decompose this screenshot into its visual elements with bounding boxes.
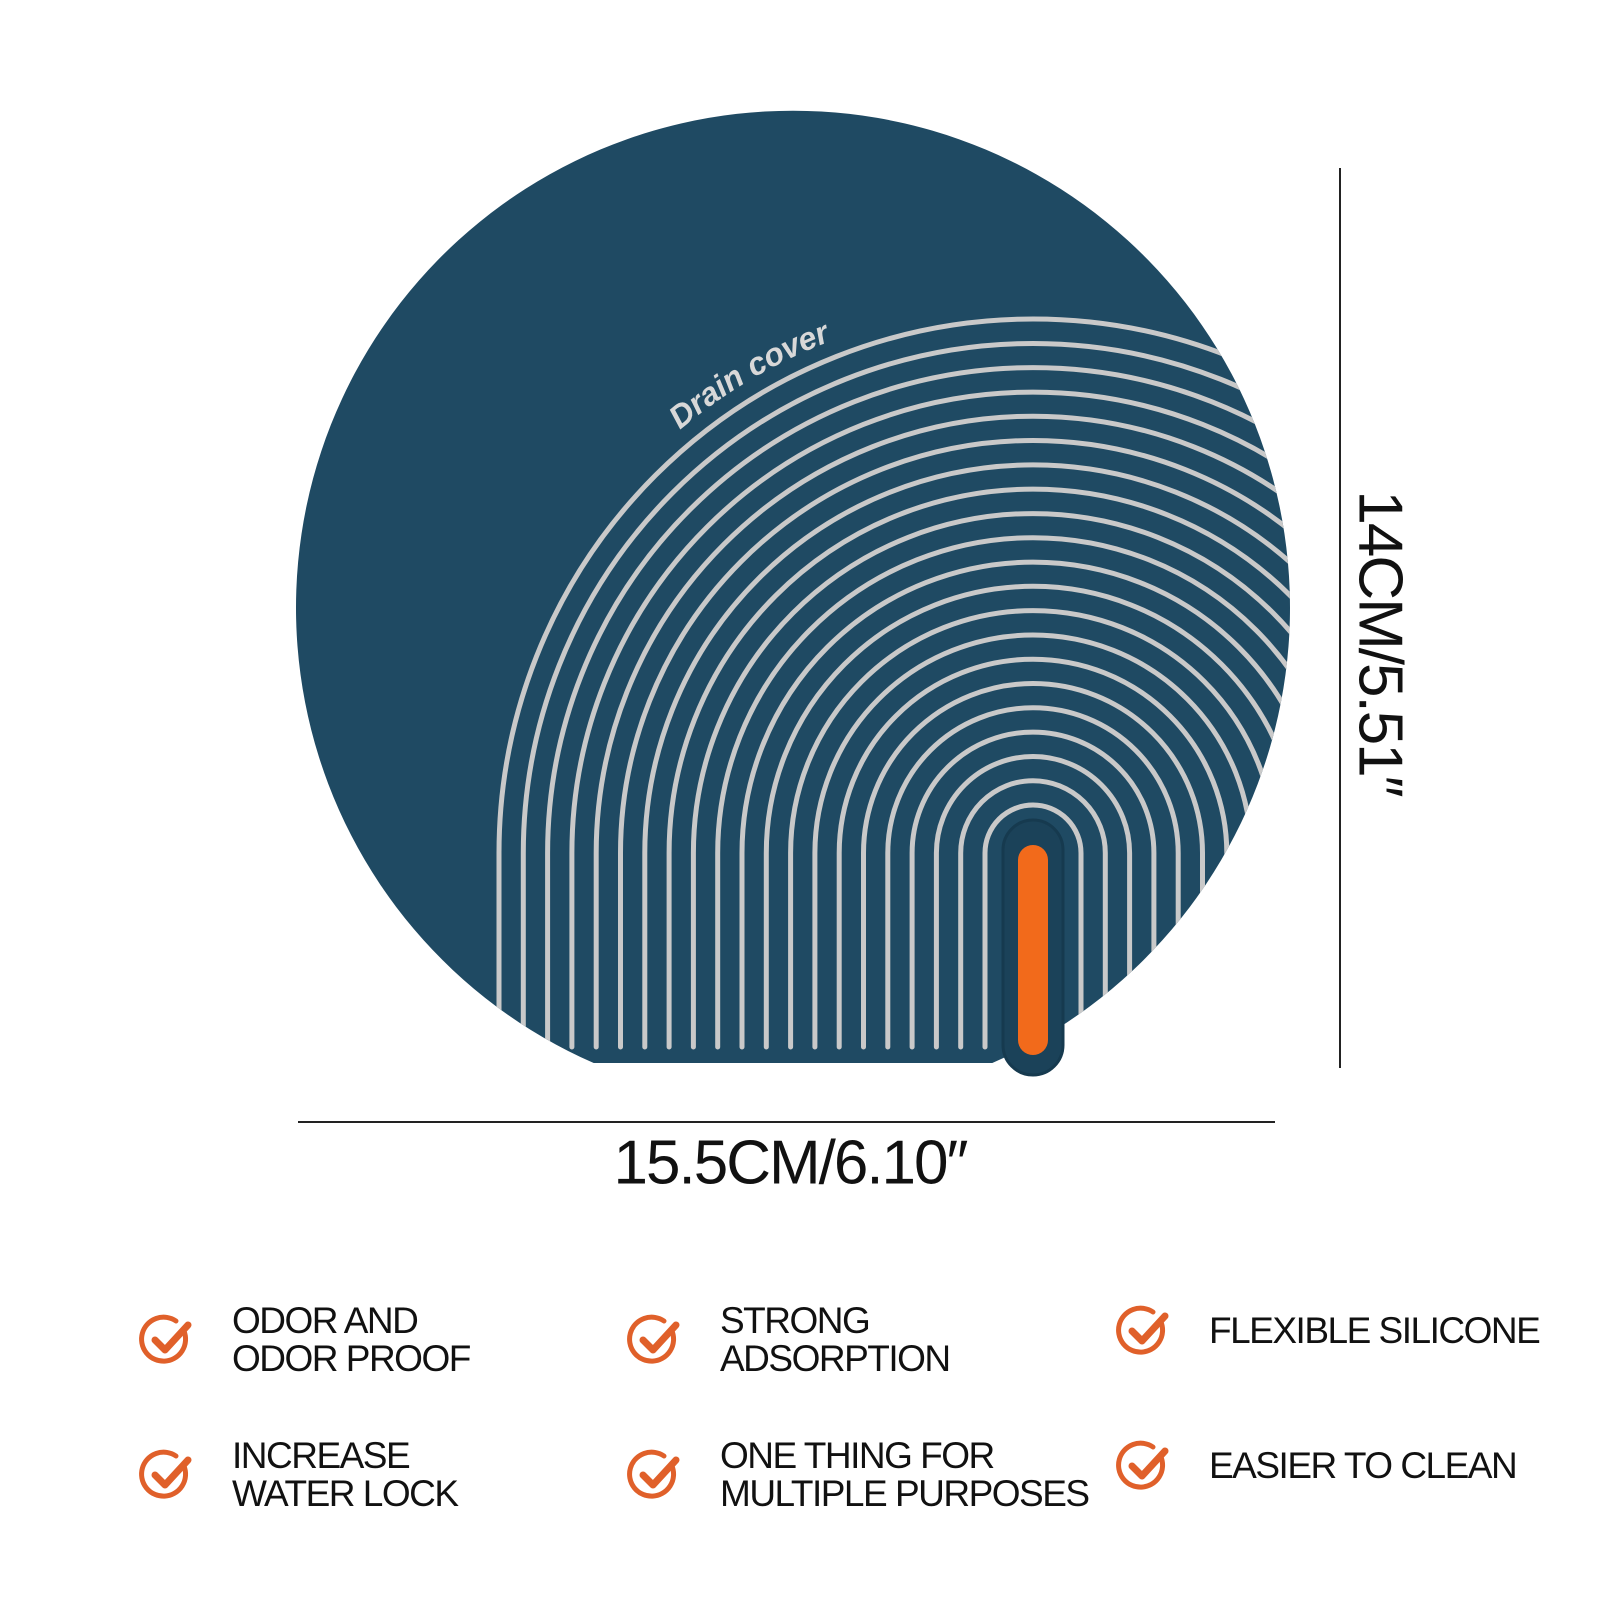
feature-item: STRONG ADSORPTION <box>626 1300 951 1379</box>
feature-item: ODOR AND ODOR PROOF <box>138 1300 471 1379</box>
rib-arc <box>520 340 1290 1050</box>
feature-label: ONE THING FOR MULTIPLE PURPOSES <box>720 1435 1090 1514</box>
rib-arc <box>545 365 1290 1050</box>
feature-label: STRONG ADSORPTION <box>720 1300 951 1379</box>
check-circle-icon <box>1116 1440 1169 1490</box>
rib-arc <box>642 462 1290 1050</box>
rib-arc <box>788 608 1278 1050</box>
rib-arc <box>496 316 1290 1050</box>
feature-item: FLEXIBLE SILICONE <box>1115 1302 1541 1360</box>
rib-arc <box>958 778 1108 1050</box>
check-circle-icon <box>627 1449 680 1499</box>
rib-arc <box>763 583 1290 1050</box>
check-circle-icon <box>139 1449 192 1499</box>
feature-label: ODOR AND ODOR PROOF <box>232 1300 471 1379</box>
rib-arc <box>885 705 1181 1050</box>
check-circle-icon <box>139 1314 192 1364</box>
rib-arc <box>739 559 1290 1050</box>
rib-arc <box>861 681 1205 1050</box>
feature-item: INCREASE WATER LOCK <box>138 1435 459 1514</box>
rib-arc <box>593 413 1290 1050</box>
feature-item: ONE THING FOR MULTIPLE PURPOSES <box>626 1435 1090 1514</box>
rib-arc <box>933 753 1133 1050</box>
rib-arc <box>812 632 1254 1050</box>
drain-cover-image: Drain cover <box>295 110 1290 1077</box>
rib-arc <box>569 389 1290 1050</box>
rib-arc <box>690 510 1290 1050</box>
rib-arc <box>909 729 1157 1050</box>
height-dimension-line <box>1339 168 1341 1068</box>
rib-arc <box>982 802 1084 1050</box>
check-circle-icon <box>627 1314 680 1364</box>
rib-arc <box>715 535 1290 1050</box>
check-circle-icon <box>1116 1305 1169 1355</box>
feature-label: INCREASE WATER LOCK <box>232 1435 459 1514</box>
feature-label: EASIER TO CLEAN <box>1209 1445 1518 1486</box>
feature-label: FLEXIBLE SILICONE <box>1209 1310 1541 1351</box>
rib-arc <box>618 438 1290 1050</box>
feature-item: EASIER TO CLEAN <box>1115 1437 1518 1495</box>
width-dimension-line <box>298 1121 1275 1123</box>
width-label: 15.5CM/6.10″ <box>613 1128 969 1198</box>
rib-arc <box>836 656 1230 1050</box>
rib-arc <box>666 486 1290 1050</box>
orange-handle <box>1018 845 1048 1055</box>
height-label: 14CM/5.51″ <box>1345 490 1415 796</box>
ribs <box>496 316 1290 1050</box>
